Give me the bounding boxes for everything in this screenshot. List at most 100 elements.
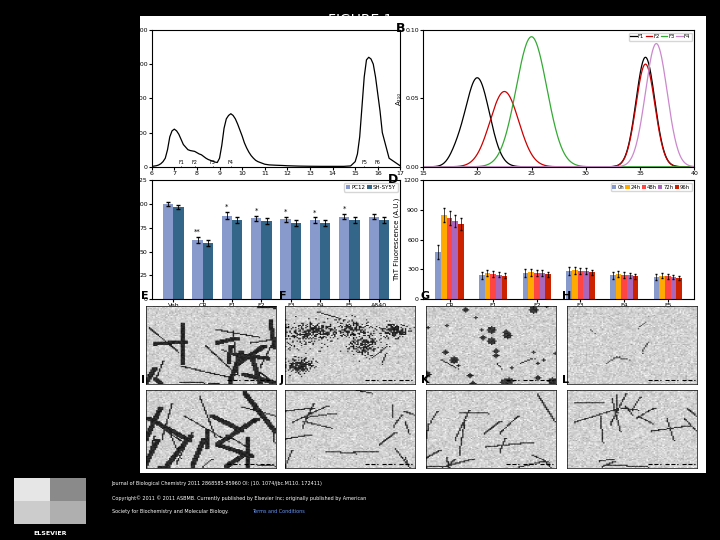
Bar <box>567 272 572 299</box>
Text: J: J <box>279 375 284 385</box>
F1 <box>567 164 576 170</box>
F2 <box>642 62 651 68</box>
F3 <box>581 163 590 170</box>
Line: F1: F1 <box>423 57 694 167</box>
F4 <box>419 164 428 170</box>
F2 <box>549 163 558 170</box>
Bar <box>310 220 320 299</box>
Text: B: B <box>396 22 405 35</box>
Bar <box>452 221 458 299</box>
Text: F: F <box>279 291 287 301</box>
F3 <box>548 112 557 118</box>
Text: D: D <box>388 173 398 186</box>
F4 <box>565 164 574 170</box>
Legend: PC12, SH-SY5Y: PC12, SH-SY5Y <box>344 183 397 192</box>
Bar <box>369 217 379 299</box>
Text: F3: F3 <box>210 160 216 165</box>
Legend: 0h, 24h, 48h, 72h, 96h: 0h, 24h, 48h, 72h, 96h <box>611 183 692 191</box>
F3 <box>528 33 536 40</box>
Text: *: * <box>343 206 346 212</box>
Text: *: * <box>255 208 258 214</box>
F3 <box>549 119 558 126</box>
Bar <box>621 275 627 299</box>
Text: F6: F6 <box>375 160 381 165</box>
Bar <box>534 273 540 299</box>
Bar <box>633 276 639 299</box>
F2 <box>565 164 574 170</box>
Bar <box>665 276 670 299</box>
F4 <box>690 163 698 170</box>
Text: F5: F5 <box>361 160 367 165</box>
F1 <box>549 164 558 170</box>
Bar <box>163 204 174 299</box>
Bar <box>627 275 633 299</box>
Bar <box>528 272 534 299</box>
F3 <box>566 158 575 165</box>
F1 <box>565 164 574 170</box>
Text: Copyright© 2011 © 2011 ASBMB. Currently published by Elsevier Inc; originally pu: Copyright© 2011 © 2011 ASBMB. Currently … <box>112 496 366 501</box>
Text: Society for Biochemistry and Molecular Biology.: Society for Biochemistry and Molecular B… <box>112 509 228 514</box>
Text: I: I <box>141 375 145 385</box>
Bar <box>441 215 446 299</box>
Bar <box>545 274 551 299</box>
Bar <box>458 224 464 299</box>
Text: A: A <box>112 22 122 35</box>
Bar <box>251 219 261 299</box>
Bar <box>349 220 360 299</box>
F2 <box>685 164 693 170</box>
F1 <box>547 164 556 170</box>
Bar <box>660 276 665 299</box>
Line: F3: F3 <box>423 37 694 167</box>
X-axis label: Elution Volume [mL]: Elution Volume [mL] <box>240 181 312 188</box>
Y-axis label: Cell Viability (% of Veh): Cell Viability (% of Veh) <box>127 199 133 281</box>
Bar <box>202 243 213 299</box>
F1 <box>690 164 698 170</box>
F2 <box>547 163 556 170</box>
F1 <box>581 164 590 170</box>
Line: F4: F4 <box>423 44 694 167</box>
F3 <box>684 164 693 170</box>
Bar <box>232 220 243 299</box>
Y-axis label: A₂₁₀ [m A.U.]: A₂₁₀ [m A.U.] <box>122 76 129 120</box>
Bar <box>577 271 583 299</box>
F1 <box>642 55 651 61</box>
Text: *: * <box>313 210 317 215</box>
Bar <box>490 274 496 299</box>
Text: C: C <box>104 173 114 186</box>
F3 <box>419 164 428 170</box>
F4 <box>684 162 693 168</box>
Bar <box>339 217 349 299</box>
Bar <box>610 275 616 299</box>
Bar <box>589 272 595 299</box>
Bar <box>174 207 184 299</box>
Bar <box>446 218 452 299</box>
F1 <box>419 164 428 170</box>
F4 <box>547 164 556 170</box>
Bar <box>485 273 490 299</box>
Bar <box>654 278 660 299</box>
Bar <box>572 271 577 299</box>
Text: F1: F1 <box>178 160 184 165</box>
Text: E: E <box>141 291 148 301</box>
Bar <box>479 275 485 299</box>
Text: F4: F4 <box>228 160 234 165</box>
F1 <box>641 54 649 60</box>
Text: **: ** <box>194 228 201 234</box>
Text: FIGURE 1: FIGURE 1 <box>328 14 392 28</box>
Text: H: H <box>562 291 571 301</box>
Bar <box>192 240 202 299</box>
Text: Journal of Biological Chemistry 2011 2868585-85960 OI: (10. 1074/jbc.M110. 17241: Journal of Biological Chemistry 2011 286… <box>112 481 323 485</box>
Text: F2: F2 <box>192 160 197 165</box>
F3 <box>642 164 650 170</box>
Text: Terms and Conditions: Terms and Conditions <box>252 509 305 514</box>
Text: K: K <box>420 375 429 385</box>
Bar <box>540 273 545 299</box>
Y-axis label: ThT Fluorescence (A.U.): ThT Fluorescence (A.U.) <box>394 198 400 281</box>
F4 <box>580 164 589 170</box>
Bar <box>379 220 389 299</box>
Bar <box>291 223 301 299</box>
Bar <box>436 252 441 299</box>
Text: G: G <box>420 291 430 301</box>
F4 <box>549 164 558 170</box>
F1 <box>685 164 693 170</box>
